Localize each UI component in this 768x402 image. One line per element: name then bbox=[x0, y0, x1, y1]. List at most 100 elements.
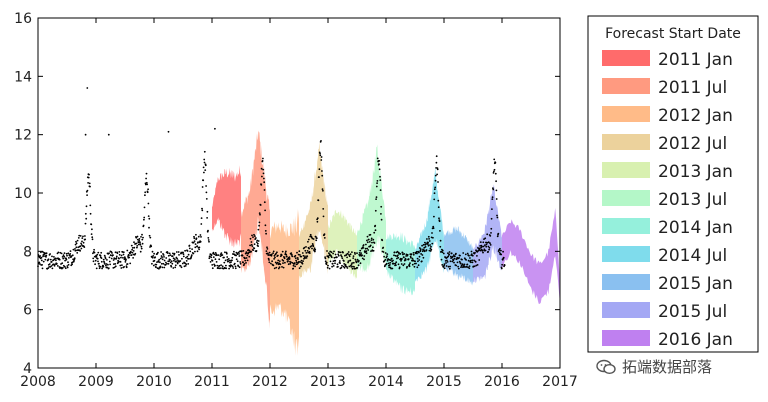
observed-point bbox=[224, 259, 227, 262]
observed-point bbox=[302, 260, 304, 262]
legend-swatch bbox=[602, 274, 650, 290]
observed-point bbox=[498, 251, 501, 254]
observed-point bbox=[225, 252, 228, 255]
observed-point bbox=[126, 263, 129, 265]
observed-point bbox=[118, 257, 120, 260]
observed-point bbox=[127, 254, 130, 257]
observed-point bbox=[412, 252, 415, 254]
observed-point bbox=[208, 240, 210, 243]
observed-point bbox=[182, 253, 185, 256]
observed-point bbox=[159, 257, 162, 260]
observed-point bbox=[411, 257, 414, 260]
observed-point bbox=[379, 179, 382, 182]
observed-point bbox=[464, 266, 466, 268]
observed-point bbox=[50, 265, 53, 267]
observed-point bbox=[76, 239, 79, 242]
observed-point bbox=[384, 252, 387, 254]
observed-point bbox=[258, 224, 260, 227]
observed-point bbox=[307, 251, 310, 254]
observed-point bbox=[367, 238, 370, 241]
observed-point bbox=[337, 265, 339, 268]
observed-point bbox=[238, 266, 241, 269]
observed-point bbox=[316, 217, 319, 220]
observed-point bbox=[125, 258, 127, 261]
observed-point bbox=[496, 235, 499, 238]
observed-point bbox=[112, 259, 115, 261]
observed-point bbox=[416, 266, 419, 269]
observed-point bbox=[102, 265, 105, 268]
observed-point bbox=[435, 161, 438, 164]
observed-point bbox=[459, 262, 462, 265]
observed-point bbox=[430, 248, 433, 251]
observed-point bbox=[342, 265, 345, 268]
observed-point bbox=[214, 264, 216, 267]
observed-point bbox=[457, 265, 459, 268]
observed-point bbox=[93, 251, 96, 254]
observed-point bbox=[415, 250, 418, 253]
observed-point bbox=[328, 252, 330, 255]
forecast-band-2013-jan bbox=[328, 209, 357, 280]
observed-point bbox=[221, 265, 224, 268]
observed-point bbox=[306, 255, 309, 257]
observed-point bbox=[484, 249, 487, 252]
observed-point bbox=[382, 246, 385, 249]
observed-point bbox=[207, 239, 210, 241]
observed-point bbox=[290, 252, 293, 255]
observed-point bbox=[332, 265, 335, 267]
observed-point bbox=[489, 244, 492, 246]
observed-point bbox=[282, 259, 285, 262]
observed-point bbox=[457, 267, 460, 270]
observed-point bbox=[120, 267, 123, 269]
observed-point bbox=[153, 252, 156, 255]
observed-point bbox=[170, 260, 173, 263]
observed-point bbox=[268, 251, 271, 254]
observed-point bbox=[155, 263, 158, 266]
observed-point bbox=[380, 218, 383, 221]
observed-point bbox=[152, 264, 155, 267]
observed-point bbox=[193, 235, 195, 238]
observed-point bbox=[198, 246, 201, 249]
observed-point bbox=[52, 263, 55, 266]
observed-point bbox=[211, 264, 214, 266]
observed-point bbox=[148, 234, 151, 237]
observed-point bbox=[164, 264, 167, 266]
observed-point bbox=[281, 266, 283, 268]
observed-point bbox=[207, 237, 210, 239]
observed-point bbox=[394, 262, 397, 265]
observed-point bbox=[39, 263, 41, 265]
observed-point bbox=[425, 243, 427, 246]
observed-point bbox=[147, 202, 150, 205]
observed-point bbox=[388, 266, 391, 269]
observed-point bbox=[329, 260, 332, 263]
observed-point bbox=[305, 252, 308, 254]
observed-point bbox=[118, 251, 121, 253]
observed-point bbox=[479, 241, 482, 244]
observed-point bbox=[69, 250, 72, 253]
observed-point bbox=[133, 246, 136, 249]
observed-point bbox=[91, 238, 94, 241]
observed-point bbox=[91, 236, 94, 239]
observed-point bbox=[363, 258, 365, 261]
observed-point bbox=[176, 257, 179, 260]
observed-point bbox=[234, 265, 237, 268]
observed-point bbox=[134, 252, 137, 255]
observed-point bbox=[193, 240, 196, 243]
observed-point bbox=[208, 257, 211, 260]
observed-point bbox=[117, 261, 120, 264]
legend-title: Forecast Start Date bbox=[605, 26, 741, 42]
legend-label: 2012 Jul bbox=[658, 134, 727, 154]
observed-point bbox=[334, 259, 337, 262]
observed-point bbox=[273, 258, 275, 260]
observed-point bbox=[375, 185, 378, 188]
observed-point bbox=[174, 264, 177, 267]
observed-point bbox=[489, 235, 492, 237]
observed-point bbox=[433, 215, 435, 218]
observed-point bbox=[95, 255, 98, 258]
observed-point bbox=[450, 252, 453, 255]
observed-point bbox=[128, 256, 131, 259]
observed-point bbox=[180, 266, 183, 269]
observed-point bbox=[84, 238, 87, 241]
observed-point bbox=[85, 217, 88, 220]
observed-point bbox=[439, 239, 442, 242]
